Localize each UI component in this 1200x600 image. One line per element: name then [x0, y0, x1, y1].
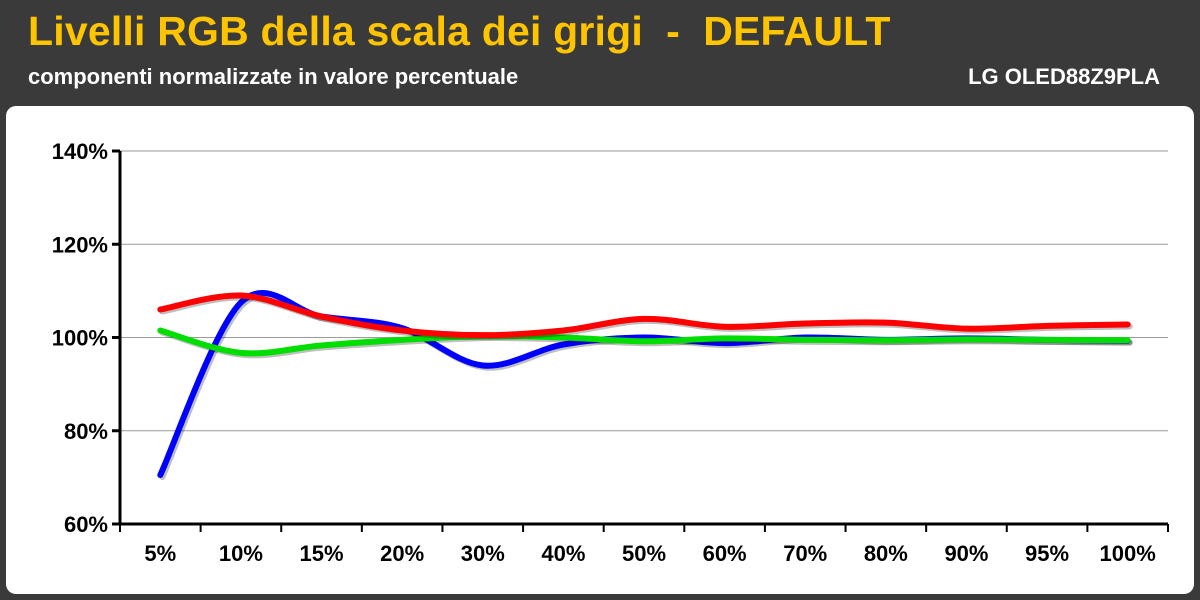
x-tick-label: 30%: [461, 541, 505, 566]
x-tick-label: 15%: [300, 541, 344, 566]
green-series-line: [157, 327, 1131, 357]
x-tick-label: 40%: [541, 541, 585, 566]
y-tick-label: 100%: [52, 326, 108, 351]
x-tick-label: 95%: [1025, 541, 1069, 566]
x-tick-label: 10%: [219, 541, 263, 566]
y-tick-label: 80%: [64, 419, 108, 444]
y-tick-label: 140%: [52, 139, 108, 164]
chart-header: Livelli RGB della scala dei grigi - DEFA…: [0, 0, 1200, 100]
x-tick-label: 90%: [944, 541, 988, 566]
x-tick-label: 20%: [380, 541, 424, 566]
chart-title: Livelli RGB della scala dei grigi - DEFA…: [28, 8, 891, 54]
x-tick-label: 70%: [783, 541, 827, 566]
x-tick-label: 5%: [144, 541, 176, 566]
chart-panel: [6, 106, 1194, 594]
x-tick-label: 80%: [864, 541, 908, 566]
y-tick-label: 120%: [52, 232, 108, 257]
x-tick-label: 50%: [622, 541, 666, 566]
y-tick-label: 60%: [64, 512, 108, 537]
chart-subtitle: componenti normalizzate in valore percen…: [28, 64, 519, 89]
x-tick-label: 100%: [1100, 541, 1156, 566]
x-tick-label: 60%: [703, 541, 747, 566]
model-label: LG OLED88Z9PLA: [968, 64, 1160, 89]
